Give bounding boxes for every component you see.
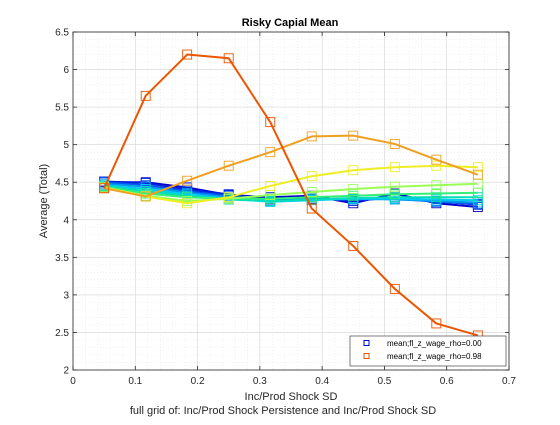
series-line-8 (103, 164, 478, 205)
legend-entry-rho-098: mean;fl_z_wage_rho=0.98 (387, 352, 482, 361)
data-point (348, 184, 359, 194)
series-line-9 (103, 134, 479, 198)
x-tick-label: 0.6 (440, 376, 454, 387)
series-layer (99, 49, 483, 341)
x-tick-label: 0.1 (128, 376, 142, 387)
data-point (223, 53, 234, 64)
data-point (306, 187, 317, 197)
data-point (389, 181, 400, 192)
data-point (99, 183, 110, 194)
data-point (389, 283, 400, 294)
data-point (306, 171, 317, 182)
data-point (348, 130, 359, 141)
data-point (348, 165, 359, 176)
series-line-7 (103, 182, 478, 202)
data-point (431, 180, 442, 191)
legend-entry-rho-0: mean;fl_z_wage_rho=0.00 (387, 339, 482, 348)
y-axis-label: Average (Total) (38, 164, 50, 238)
legend-box (349, 335, 507, 367)
y-tick-label: 6.5 (55, 28, 69, 39)
plot-frame (72, 31, 510, 371)
series-line-10 (103, 53, 479, 337)
legend-marker-rho-0 (363, 340, 370, 346)
y-tick-label: 2 (63, 366, 69, 377)
x-tick-label: 0 (70, 376, 76, 387)
y-tick-label: 3.5 (55, 253, 69, 264)
data-point (431, 154, 442, 165)
data-point (182, 198, 193, 209)
data-point (223, 160, 234, 171)
x-tick-label: 0.4 (315, 376, 329, 387)
data-point (431, 160, 442, 171)
data-point (140, 90, 151, 101)
x-tick-label: 0.7 (502, 376, 516, 387)
data-point (389, 162, 400, 173)
data-point (431, 318, 442, 329)
data-point (472, 162, 483, 173)
y-tick-label: 5 (63, 140, 69, 151)
x-axis-label: Inc/Prod Shock SD (245, 391, 338, 403)
axis-ticks: 0 0.1 0.2 0.3 0.4 0.5 0.6 0.7 2 2.5 3 3.5 4 4.5 5 5.5 6 6… (55, 28, 516, 388)
data-point (140, 191, 151, 202)
legend: mean;fl_z_wage_rho=0.00 mean;fl_z_wage_r… (349, 335, 507, 367)
y-tick-label: 4.5 (55, 178, 69, 189)
legend-marker-rho-098 (363, 353, 370, 359)
series-10 (99, 49, 483, 341)
data-point (306, 203, 317, 214)
y-tick-label: 6 (63, 65, 69, 76)
data-point (265, 117, 276, 128)
x-tick-label: 0.2 (191, 376, 205, 387)
data-point (265, 147, 276, 158)
y-tick-label: 5.5 (55, 103, 69, 114)
series-line-6 (103, 185, 478, 200)
data-point (472, 169, 483, 180)
data-point (223, 192, 234, 203)
data-point (389, 189, 400, 200)
x-tick-label: 0.3 (253, 376, 267, 387)
data-point (348, 241, 359, 252)
series-line-5 (104, 184, 478, 202)
data-point (306, 131, 317, 142)
data-point (431, 188, 442, 199)
x-tick-label: 0.5 (377, 376, 391, 387)
y-tick-label: 3 (63, 290, 69, 301)
chart-title: Risky Capial Mean (242, 17, 339, 29)
data-point (389, 138, 400, 149)
data-point (348, 190, 359, 201)
data-point (182, 175, 193, 186)
y-tick-label: 4 (63, 215, 69, 226)
data-point (182, 49, 193, 60)
data-point (265, 181, 276, 191)
y-tick-label: 2.5 (55, 328, 69, 339)
footer-caption: full grid of: Inc/Prod Shock Persistence… (130, 405, 436, 417)
